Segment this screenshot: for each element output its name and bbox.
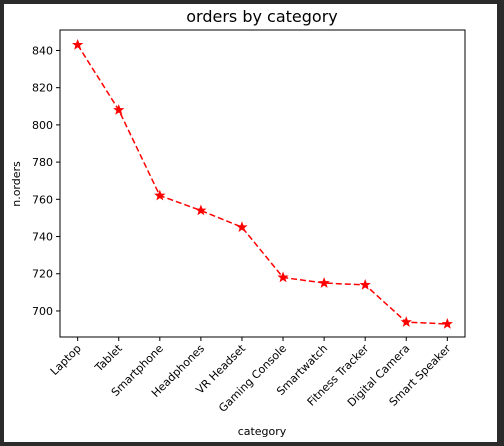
data-point: [72, 38, 84, 50]
y-tick-label: 840: [32, 44, 53, 57]
data-point: [277, 271, 289, 283]
x-axis-label: category: [238, 425, 287, 438]
y-tick-label: 700: [32, 305, 53, 318]
figure-background: [4, 4, 497, 442]
data-line: [77, 44, 448, 325]
y-axis-label: n.orders: [10, 161, 23, 207]
data-point: [359, 278, 371, 290]
y-tick-label: 800: [32, 119, 53, 132]
plot-frame: [59, 29, 466, 338]
y-tick-label: 740: [32, 231, 53, 244]
data-point: [441, 318, 453, 329]
data-point: [113, 104, 125, 115]
chart-title: orders by category: [186, 7, 338, 26]
data-point: [195, 204, 207, 216]
data-point: [400, 316, 412, 327]
y-tick-label: 780: [32, 156, 53, 169]
y-tick-label: 760: [32, 193, 53, 206]
data-point: [318, 277, 330, 288]
data-point: [236, 221, 248, 233]
y-tick-label: 720: [32, 268, 53, 281]
y-tick-label: 820: [32, 82, 53, 95]
data-point: [154, 189, 166, 201]
